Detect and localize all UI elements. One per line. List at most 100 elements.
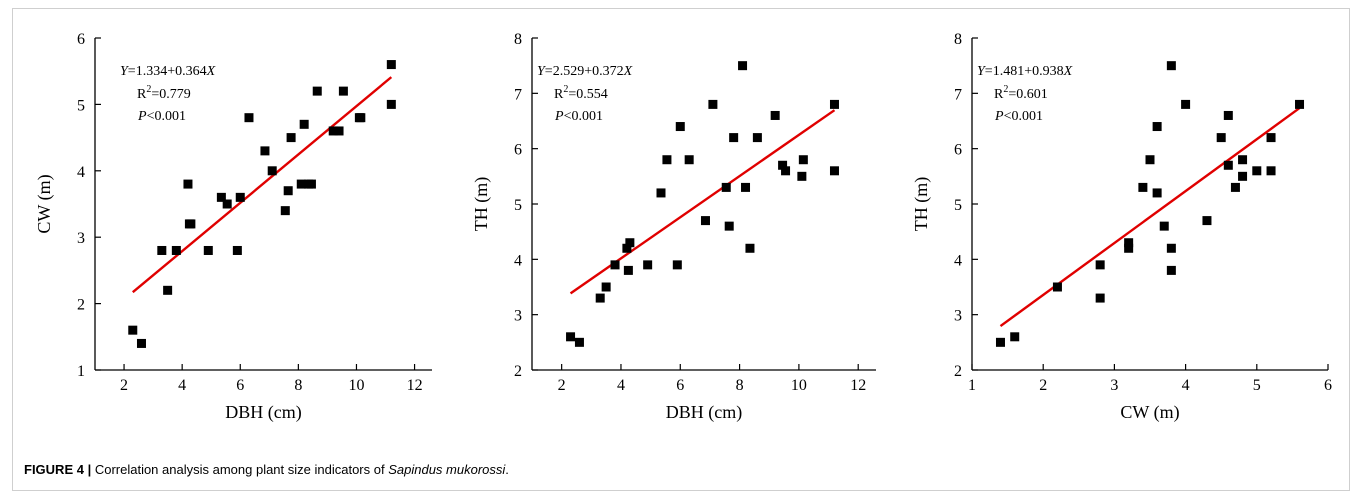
y-tick-label: 8 — [954, 31, 962, 48]
data-point — [1181, 99, 1191, 109]
x-tick-label: 2 — [558, 377, 566, 394]
data-point — [1095, 260, 1105, 270]
y-tick-label: 7 — [954, 86, 962, 103]
y-tick-label: 3 — [77, 230, 85, 247]
data-point — [171, 245, 181, 255]
y-tick-label: 2 — [77, 297, 85, 314]
data-point — [128, 325, 138, 335]
x-axis-title: CW (m) — [1120, 402, 1179, 423]
y-tick-label: 4 — [514, 252, 522, 269]
data-point — [1230, 182, 1240, 192]
data-point — [1223, 160, 1233, 170]
data-point — [1266, 166, 1276, 176]
data-point — [1166, 61, 1176, 71]
data-point — [1145, 155, 1155, 165]
data-point — [244, 113, 254, 123]
y-axis-title: TH (m) — [911, 177, 932, 231]
x-tick-label: 5 — [1253, 377, 1261, 394]
y-tick-label: 6 — [954, 142, 962, 159]
y-tick-label: 2 — [954, 363, 962, 380]
data-point — [741, 182, 751, 192]
r-squared-label: R2=0.601 — [994, 84, 1048, 102]
data-point — [797, 171, 807, 181]
data-point — [708, 99, 718, 109]
data-point — [356, 113, 366, 123]
data-point — [770, 110, 780, 120]
x-tick-label: 6 — [236, 377, 244, 394]
data-point — [1216, 133, 1226, 143]
data-point — [781, 166, 791, 176]
caption-species: Sapindus mukorossi — [388, 462, 506, 477]
data-point — [203, 245, 213, 255]
y-axis-title: CW (m) — [34, 174, 55, 233]
data-point — [595, 293, 605, 303]
data-point — [1166, 265, 1176, 275]
y-axis-title: TH (m) — [471, 177, 492, 231]
caption-end: . — [505, 462, 509, 477]
data-point — [566, 332, 576, 342]
x-tick-label: 2 — [1039, 377, 1047, 394]
regression-line — [999, 107, 1301, 328]
data-point — [1238, 155, 1248, 165]
data-point — [386, 99, 396, 109]
data-point — [280, 206, 290, 216]
data-point — [752, 133, 762, 143]
data-point — [643, 260, 653, 270]
figure-frame — [12, 8, 1350, 491]
regression-equation: Y=2.529+0.372X — [537, 64, 633, 79]
y-tick-label: 3 — [514, 308, 522, 325]
x-tick-label: 4 — [617, 377, 625, 394]
data-point — [1124, 238, 1134, 248]
data-point — [1152, 122, 1162, 132]
data-point — [216, 192, 226, 202]
data-point — [601, 282, 611, 292]
p-value-label: P<0.001 — [554, 109, 603, 124]
data-point — [610, 260, 620, 270]
y-tick-label: 6 — [514, 142, 522, 159]
data-point — [622, 243, 632, 253]
data-point — [296, 179, 306, 189]
data-point — [672, 260, 682, 270]
y-tick-label: 1 — [77, 363, 85, 380]
data-point — [995, 337, 1005, 347]
p-value-label: P<0.001 — [137, 109, 186, 124]
data-point — [260, 146, 270, 156]
data-point — [1252, 166, 1262, 176]
data-point — [1238, 171, 1248, 181]
y-tick-label: 2 — [514, 363, 522, 380]
data-point — [157, 245, 167, 255]
x-tick-label: 3 — [1110, 377, 1118, 394]
regression-line — [131, 76, 393, 294]
figure-caption: FIGURE 4 | Correlation analysis among pl… — [24, 462, 509, 477]
r-squared-label: R2=0.554 — [554, 84, 608, 102]
data-point — [675, 122, 685, 132]
data-point — [1223, 110, 1233, 120]
data-point — [625, 238, 635, 248]
data-point — [700, 216, 710, 226]
data-point — [183, 179, 193, 189]
data-point — [1052, 282, 1062, 292]
x-tick-label: 8 — [294, 377, 302, 394]
y-tick-label: 3 — [954, 308, 962, 325]
caption-text: Correlation analysis among plant size in… — [94, 462, 385, 477]
y-tick-label: 8 — [514, 31, 522, 48]
data-point — [235, 192, 245, 202]
y-tick-label: 5 — [954, 197, 962, 214]
data-point — [186, 219, 196, 229]
data-point — [1010, 332, 1020, 342]
data-point — [1095, 293, 1105, 303]
data-point — [312, 86, 322, 96]
data-point — [724, 221, 734, 231]
x-axis-title: DBH (cm) — [666, 402, 742, 423]
y-tick-label: 6 — [77, 31, 85, 48]
data-point — [222, 199, 232, 209]
figure-label: FIGURE 4 | — [24, 462, 92, 477]
data-point — [1202, 216, 1212, 226]
data-point — [745, 243, 755, 253]
data-point — [1152, 188, 1162, 198]
data-point — [334, 126, 344, 136]
data-point — [267, 166, 277, 176]
y-tick-label: 4 — [77, 164, 85, 181]
